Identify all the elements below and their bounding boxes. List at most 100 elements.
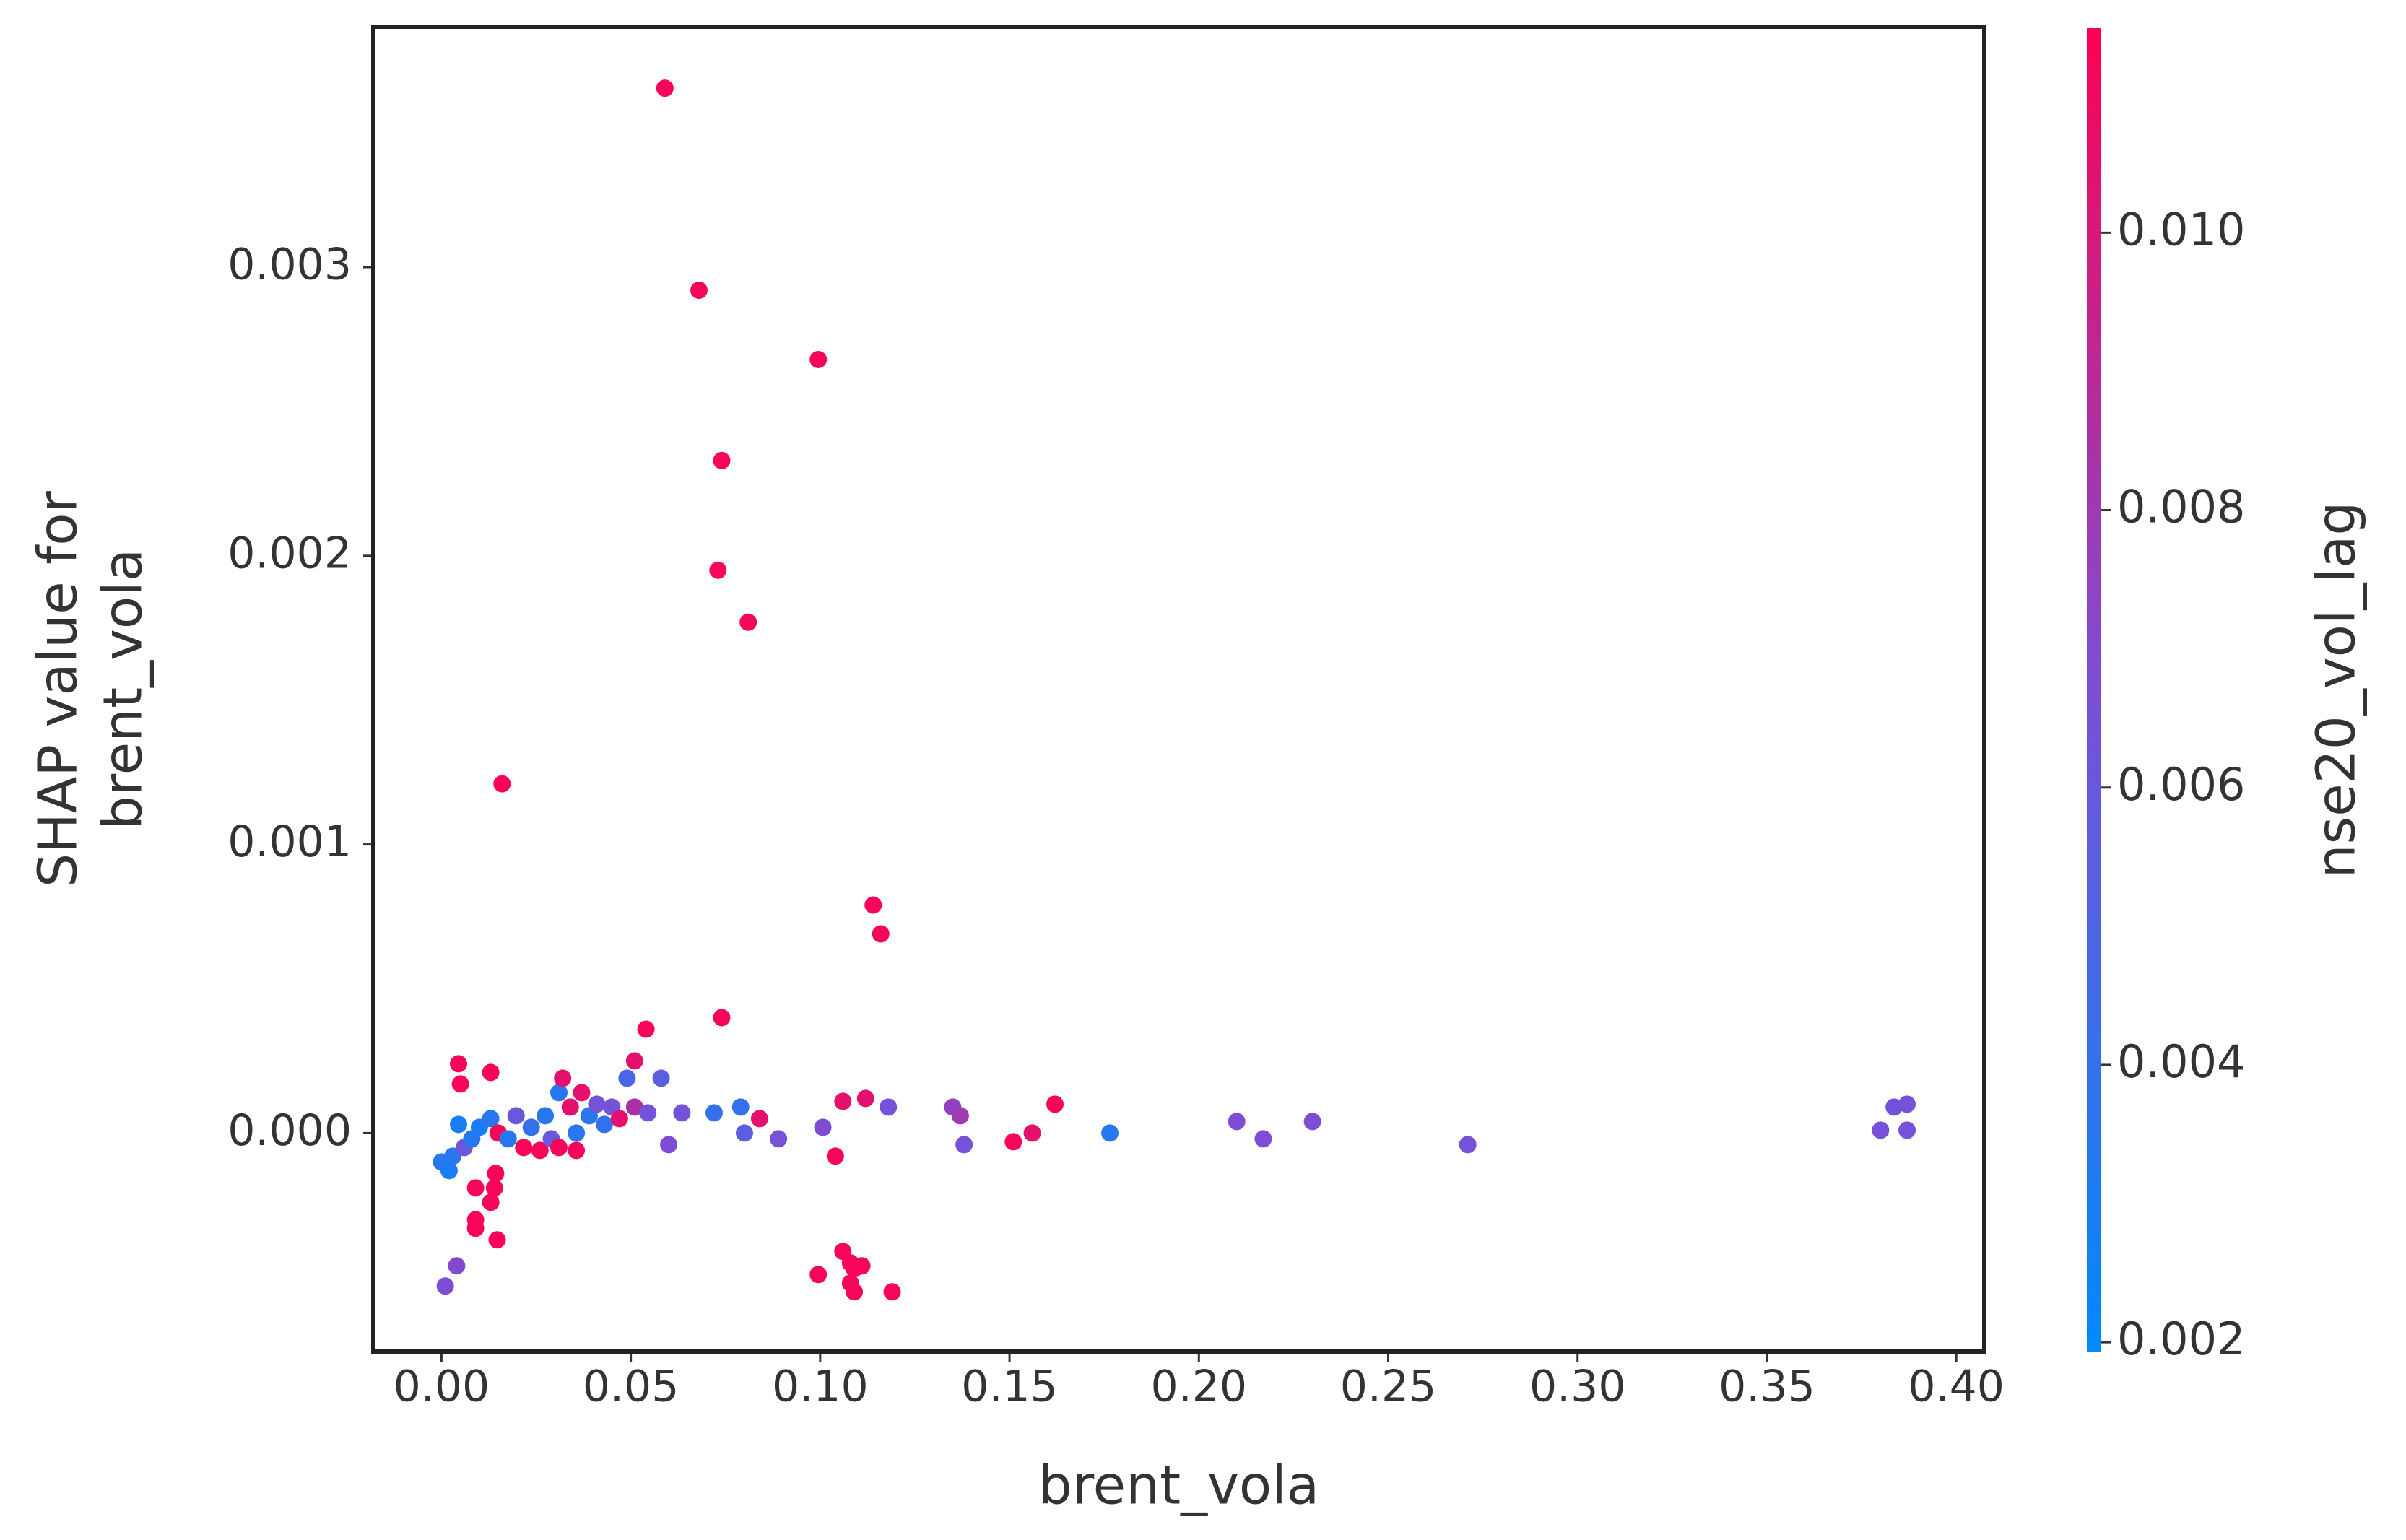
point xyxy=(550,1139,568,1157)
point xyxy=(550,1084,568,1102)
x-axis-label: brent_vola xyxy=(1038,1455,1319,1517)
point xyxy=(1898,1121,1916,1139)
colorbar-tick-label: 0.006 xyxy=(2117,758,2246,811)
point xyxy=(487,1165,505,1183)
plot-frame xyxy=(371,25,1986,1354)
point xyxy=(485,1179,503,1197)
point xyxy=(1254,1130,1272,1148)
point xyxy=(1046,1095,1064,1113)
point xyxy=(482,1193,500,1211)
point xyxy=(872,925,890,943)
y-axis-label: brent_vola xyxy=(92,549,155,830)
colorbar-label: nse20_vol_lag xyxy=(2306,502,2368,879)
point xyxy=(440,1162,458,1180)
x-tick-label: 0.15 xyxy=(961,1362,1058,1412)
point xyxy=(588,1095,606,1113)
point xyxy=(639,1104,657,1122)
point xyxy=(1101,1124,1119,1142)
point xyxy=(436,1277,454,1295)
y-tick-label: 0.000 xyxy=(227,1105,352,1156)
y-axis-label: SHAP value for xyxy=(27,491,90,887)
point xyxy=(1898,1095,1916,1113)
point xyxy=(826,1147,844,1165)
point xyxy=(1459,1136,1477,1154)
point xyxy=(673,1104,691,1122)
colorbar-tick-label: 0.010 xyxy=(2117,203,2246,256)
point xyxy=(493,775,511,793)
x-tick-label: 0.40 xyxy=(1908,1362,2005,1412)
point xyxy=(739,613,757,631)
point xyxy=(450,1115,468,1134)
point xyxy=(618,1069,636,1087)
point xyxy=(735,1124,753,1142)
point xyxy=(637,1020,655,1038)
point xyxy=(731,1098,750,1116)
point xyxy=(856,1089,874,1108)
point xyxy=(610,1110,628,1128)
point xyxy=(466,1219,485,1237)
point xyxy=(883,1283,901,1301)
point xyxy=(951,1107,969,1125)
y-tick-label: 0.002 xyxy=(227,528,352,578)
y-tick-label: 0.001 xyxy=(227,817,352,867)
point xyxy=(450,1055,468,1073)
point xyxy=(499,1130,517,1148)
point xyxy=(853,1257,871,1275)
point xyxy=(561,1098,579,1116)
point xyxy=(709,561,727,579)
point xyxy=(705,1104,724,1122)
point xyxy=(656,79,674,97)
x-tick-label: 0.25 xyxy=(1340,1362,1437,1412)
colorbar xyxy=(2087,28,2101,1352)
colorbar-tick-label: 0.008 xyxy=(2117,481,2246,534)
colorbar-tick-label: 0.004 xyxy=(2117,1035,2246,1088)
point xyxy=(652,1069,670,1087)
point xyxy=(507,1107,525,1125)
point xyxy=(750,1110,768,1128)
point xyxy=(955,1136,973,1154)
point xyxy=(864,896,882,914)
x-tick-label: 0.10 xyxy=(772,1362,869,1412)
point xyxy=(522,1118,540,1136)
point xyxy=(568,1124,586,1142)
point xyxy=(515,1139,533,1157)
point xyxy=(568,1141,586,1160)
point xyxy=(713,1009,731,1027)
point xyxy=(814,1118,832,1136)
point xyxy=(573,1084,591,1102)
point xyxy=(625,1052,643,1070)
point xyxy=(482,1110,500,1128)
point xyxy=(846,1283,864,1301)
point xyxy=(809,350,828,368)
point xyxy=(1872,1121,1890,1139)
point xyxy=(451,1075,469,1093)
point xyxy=(554,1069,572,1087)
colorbar-tick-label: 0.002 xyxy=(2117,1313,2246,1365)
y-tick-label: 0.003 xyxy=(227,240,352,290)
point xyxy=(1228,1113,1246,1131)
point xyxy=(488,1231,506,1249)
x-tick-label: 0.30 xyxy=(1529,1362,1626,1412)
point xyxy=(625,1098,643,1116)
point xyxy=(1303,1113,1321,1131)
point xyxy=(713,451,731,469)
point xyxy=(880,1098,898,1116)
point xyxy=(834,1092,852,1110)
point xyxy=(660,1136,678,1154)
point xyxy=(466,1179,485,1197)
point xyxy=(770,1130,788,1148)
point xyxy=(809,1266,828,1284)
point xyxy=(448,1257,466,1275)
x-tick-label: 0.20 xyxy=(1150,1362,1247,1412)
x-tick-label: 0.35 xyxy=(1719,1362,1815,1412)
point xyxy=(595,1115,613,1134)
point xyxy=(482,1063,500,1082)
point xyxy=(690,282,708,300)
point xyxy=(531,1141,549,1160)
point xyxy=(537,1107,555,1125)
point xyxy=(1023,1124,1041,1142)
point xyxy=(1004,1133,1022,1151)
x-tick-label: 0.05 xyxy=(583,1362,679,1412)
x-tick-label: 0.00 xyxy=(394,1362,490,1412)
